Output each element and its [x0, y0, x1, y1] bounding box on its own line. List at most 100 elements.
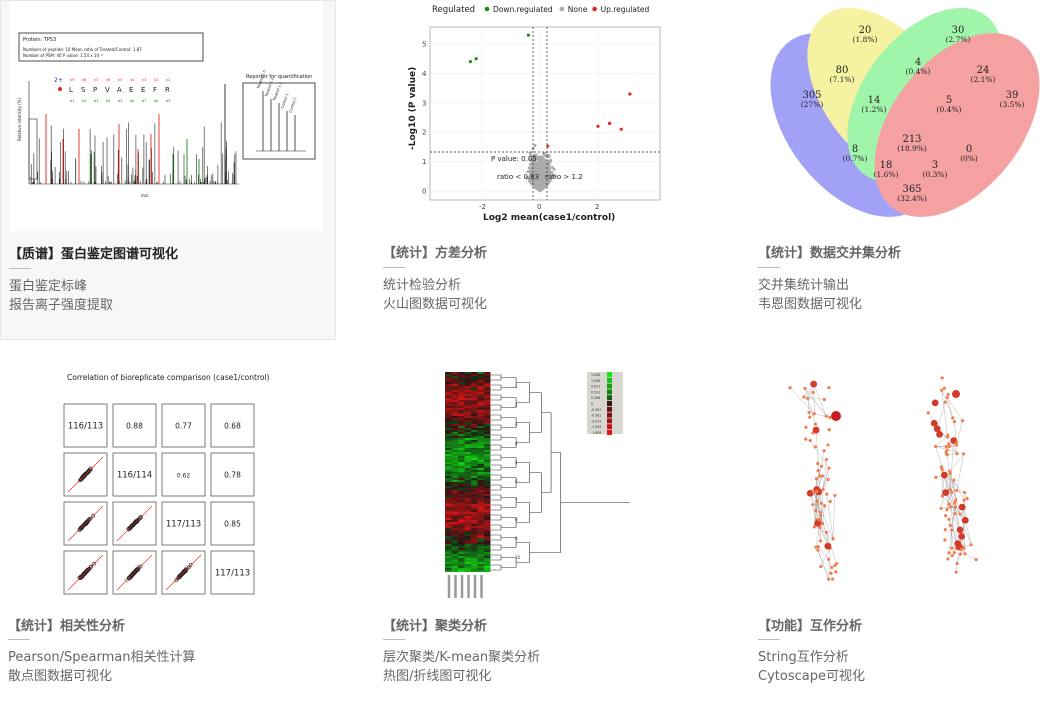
heat-cell: [465, 526, 472, 528]
heat-cell: [465, 444, 472, 446]
volcano-point: [535, 186, 538, 189]
network-node: [959, 553, 962, 556]
heat-cell: [484, 554, 491, 556]
network-node: [819, 514, 822, 517]
venn-percent: (0.7%): [843, 154, 868, 163]
heat-cell: [478, 466, 485, 468]
network-node: [940, 465, 943, 468]
heat-cell: [452, 484, 459, 486]
card-protein-spectrum[interactable]: Protein: TP53 Numbers of peptide: 10 Mea…: [0, 0, 336, 340]
heat-cell: [478, 444, 485, 446]
heat-cell: [484, 514, 491, 516]
cluster-id: 6: [515, 479, 518, 484]
card-title[interactable]: 【统计】聚类分析: [383, 615, 487, 634]
heat-cell: [484, 430, 491, 432]
heat-cell: [478, 390, 485, 392]
ion-label: b1: [70, 99, 74, 103]
card-title[interactable]: 【统计】方差分析: [383, 242, 487, 261]
network-node: [943, 387, 946, 390]
heat-cell: [478, 386, 485, 388]
heat-cell: [452, 442, 459, 444]
heat-cell: [478, 448, 485, 450]
network-node: [965, 497, 968, 500]
heat-cell: [471, 540, 478, 542]
venn-percent: (18.9%): [897, 144, 927, 153]
card-title[interactable]: 【质谱】蛋白鉴定图谱可视化: [9, 243, 178, 262]
heat-cell: [452, 550, 459, 552]
heat-cell: [452, 450, 459, 452]
network-node: [809, 439, 812, 442]
heat-cell: [471, 406, 478, 408]
card-venn-analysis[interactable]: 305(27%)20(1.8%)30(2.7%)39(3.5%)80(7.1%)…: [750, 0, 1057, 340]
heat-cell: [484, 448, 491, 450]
heat-cell: [484, 566, 491, 568]
card-correlation-analysis[interactable]: Correlation of bioreplicate comparison (…: [0, 372, 336, 712]
heat-cell: [478, 528, 485, 530]
heat-cell: [458, 522, 465, 524]
heat-cell: [471, 558, 478, 560]
heat-cell: [445, 488, 452, 490]
heat-cell: [458, 498, 465, 500]
scale-swatch: [607, 424, 612, 429]
heat-cell: [465, 470, 472, 472]
card-interaction-analysis[interactable]: 【功能】互作分析 String互作分析 Cytoscape可视化: [750, 372, 1057, 712]
heat-cell: [484, 542, 491, 544]
volcano-point: [541, 186, 544, 189]
heat-cell: [484, 372, 491, 374]
heat-cell: [458, 548, 465, 550]
network-node: [828, 428, 831, 431]
scale-value: 0: [591, 402, 593, 406]
heat-cell: [458, 450, 465, 452]
diag-label: 117/113: [166, 520, 201, 530]
heat-cell: [452, 408, 459, 410]
heat-cell: [458, 394, 465, 396]
heat-cell: [465, 530, 472, 532]
legend-label: Up.regulated: [601, 5, 650, 14]
network-node: [815, 477, 818, 480]
y-tick: 2: [422, 129, 426, 137]
heat-cell: [458, 494, 465, 496]
heat-cell: [452, 438, 459, 440]
heat-cell: [471, 392, 478, 394]
card-title[interactable]: 【统计】数据交并集分析: [758, 242, 901, 261]
heat-cell: [465, 566, 472, 568]
heat-cell: [458, 410, 465, 412]
y-tick: 0: [422, 188, 426, 196]
heat-cell: [452, 432, 459, 434]
heat-cell: [465, 438, 472, 440]
volcano-point: [469, 60, 472, 63]
reporter-title: Reporter for quantification: [246, 74, 312, 80]
card-title[interactable]: 【功能】互作分析: [758, 615, 862, 634]
heat-cell: [471, 538, 478, 540]
heat-cell: [452, 502, 459, 504]
divider: [758, 267, 780, 268]
network-node: [950, 529, 953, 532]
heat-cell: [465, 378, 472, 380]
dendro-branch: [516, 503, 529, 523]
heat-cell: [445, 424, 452, 426]
heat-cell: [471, 374, 478, 376]
heat-cell: [452, 468, 459, 470]
network-node: [818, 511, 821, 514]
heat-cell: [484, 416, 491, 418]
heat-cell: [471, 440, 478, 442]
heat-cell: [471, 378, 478, 380]
heat-cell: [478, 476, 485, 478]
heat-cell: [465, 424, 472, 426]
volcano-point: [540, 181, 543, 184]
network-hub-node: [952, 390, 960, 398]
y-tick: 3: [422, 99, 426, 107]
heat-cell: [445, 470, 452, 472]
heat-cell: [458, 562, 465, 564]
card-title[interactable]: 【统计】相关性分析: [8, 615, 125, 634]
heat-cell: [445, 446, 452, 448]
scale-value: -0.872: [591, 419, 601, 423]
heat-cell: [445, 420, 452, 422]
heat-cell: [458, 504, 465, 506]
network-node: [949, 524, 952, 527]
heat-cell: [484, 492, 491, 494]
heat-cell: [471, 400, 478, 402]
